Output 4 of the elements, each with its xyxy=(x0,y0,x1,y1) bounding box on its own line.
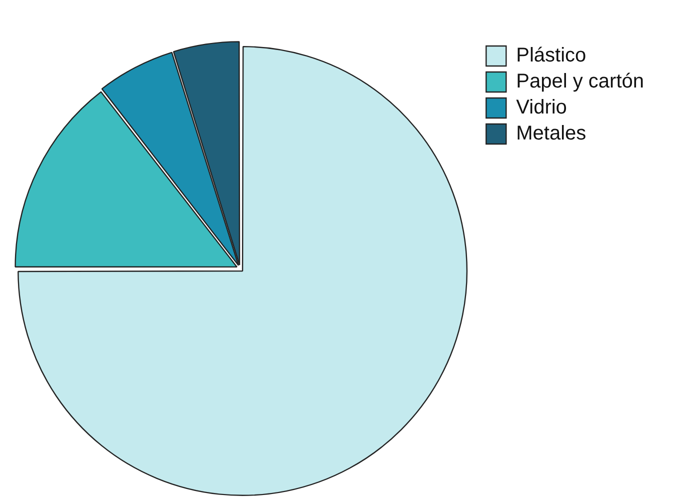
legend-label: Metales xyxy=(516,122,586,145)
legend-label: Papel y cartón xyxy=(516,70,644,93)
legend-label: Vidrio xyxy=(516,96,567,119)
legend-label: Plástico xyxy=(516,44,586,67)
